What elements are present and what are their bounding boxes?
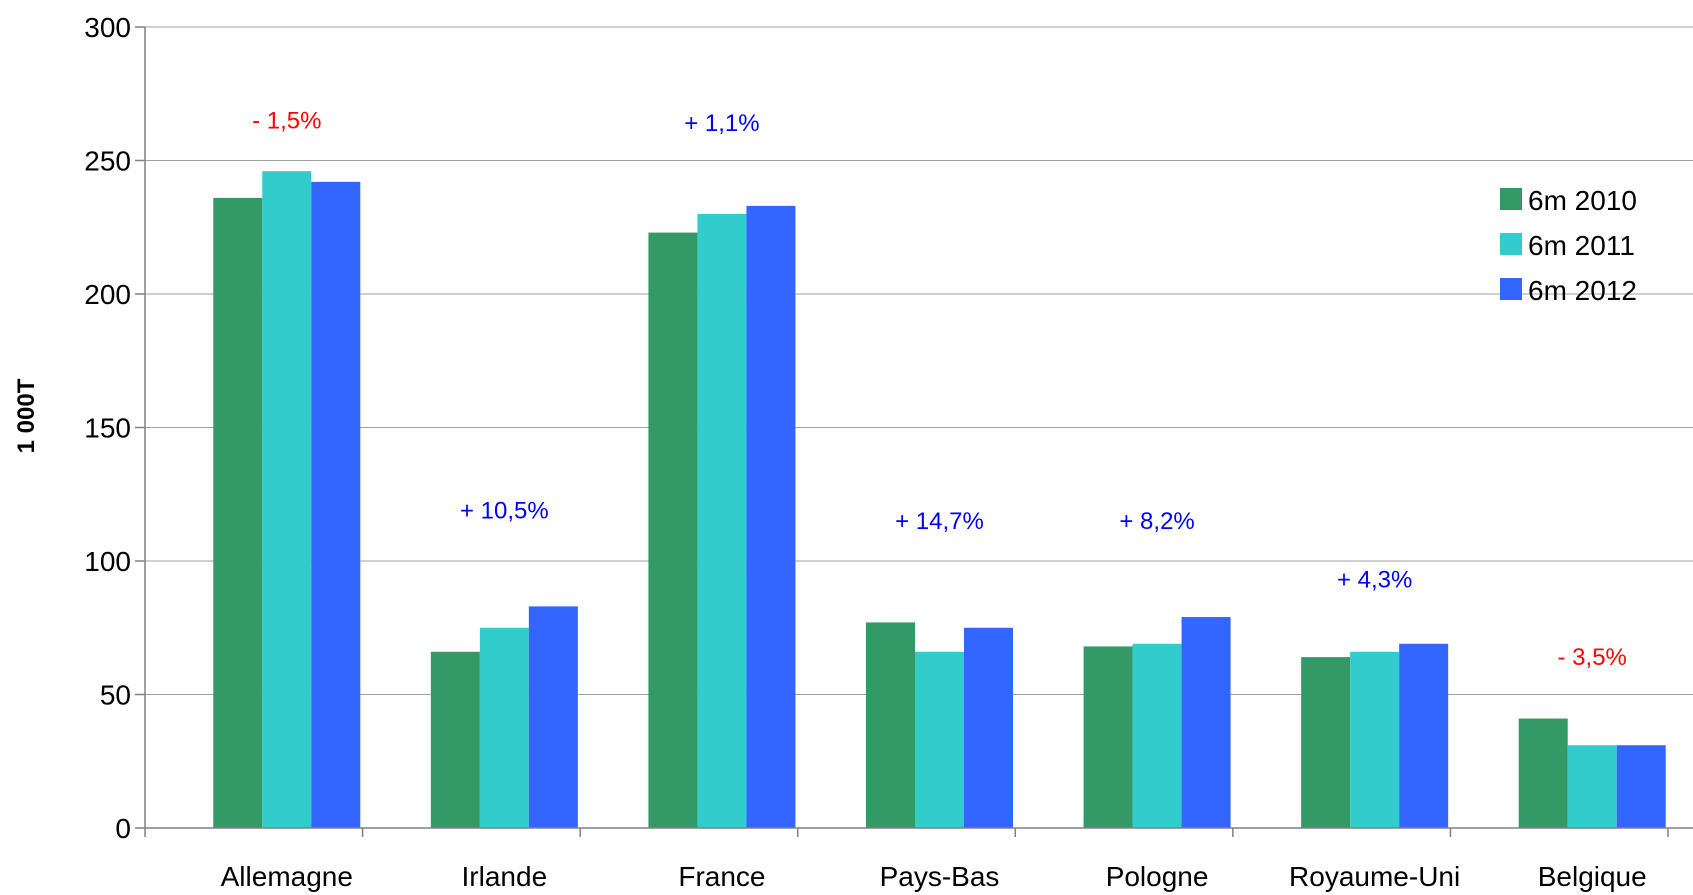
x-tick-label: France bbox=[678, 861, 765, 892]
x-tick-label: Pays-Bas bbox=[880, 861, 1000, 892]
bar bbox=[528, 606, 578, 828]
bars bbox=[213, 171, 1666, 829]
data-annotation: + 10,5% bbox=[460, 497, 549, 524]
bar bbox=[866, 622, 915, 828]
bar bbox=[915, 651, 964, 828]
legend-label: 6m 2011 bbox=[1528, 230, 1635, 261]
bar bbox=[1083, 646, 1133, 828]
data-annotation: + 8,2% bbox=[1119, 508, 1194, 535]
bar bbox=[697, 213, 747, 828]
bar bbox=[746, 205, 796, 828]
bar bbox=[1399, 643, 1449, 828]
y-tick-label: 0 bbox=[115, 813, 131, 844]
bar bbox=[1616, 745, 1666, 828]
y-tick-label: 200 bbox=[84, 279, 131, 310]
y-tick-label: 100 bbox=[84, 546, 131, 577]
legend-swatch bbox=[1500, 188, 1522, 210]
y-axis-ticks: 0 50 100 150 200 250 300 bbox=[84, 12, 131, 844]
x-tick-label: Royaume-Uni bbox=[1289, 861, 1460, 892]
x-tick-label: Allemagne bbox=[221, 861, 353, 892]
bar bbox=[479, 627, 529, 828]
bar bbox=[1518, 718, 1568, 828]
legend-label: 6m 2010 bbox=[1528, 185, 1637, 216]
annotations: - 1,5% + 10,5% + 1,1% + 14,7% + 8,2% + 4,3% - … bbox=[252, 107, 1627, 671]
legend-swatch bbox=[1500, 278, 1522, 300]
y-tick-label: 250 bbox=[84, 146, 131, 177]
bar bbox=[1567, 745, 1617, 828]
legend: 6m 2010 6m 2011 6m 2012 bbox=[1500, 185, 1637, 306]
bar bbox=[1301, 657, 1351, 828]
x-tick-label: Pologne bbox=[1106, 861, 1209, 892]
data-annotation: - 1,5% bbox=[252, 107, 321, 134]
data-annotation: - 3,5% bbox=[1558, 644, 1627, 671]
gridlines bbox=[145, 26, 1693, 695]
y-tick-label: 50 bbox=[100, 680, 131, 711]
bar bbox=[430, 651, 480, 828]
legend-swatch bbox=[1500, 233, 1522, 255]
data-annotation: + 14,7% bbox=[895, 508, 984, 535]
bar bbox=[1181, 617, 1231, 828]
bar bbox=[213, 197, 263, 828]
bar bbox=[311, 181, 361, 829]
x-axis-ticks: Allemagne Irlande France Pays-Bas Pologne Roy… bbox=[221, 861, 1647, 892]
data-annotation: + 1,1% bbox=[684, 110, 759, 137]
bar bbox=[648, 232, 698, 829]
y-tick-label: 300 bbox=[84, 12, 131, 43]
bar bbox=[1132, 643, 1182, 828]
y-axis-label: 1 000T bbox=[13, 378, 40, 453]
bar bbox=[964, 627, 1013, 828]
x-tick-label: Belgique bbox=[1538, 861, 1647, 892]
bar bbox=[262, 171, 312, 828]
y-tick-label: 150 bbox=[84, 413, 131, 444]
x-tick-label: Irlande bbox=[462, 861, 548, 892]
data-annotation: + 4,3% bbox=[1337, 567, 1412, 594]
legend-label: 6m 2012 bbox=[1528, 275, 1637, 306]
bar bbox=[1350, 651, 1400, 828]
axes bbox=[135, 26, 1693, 837]
